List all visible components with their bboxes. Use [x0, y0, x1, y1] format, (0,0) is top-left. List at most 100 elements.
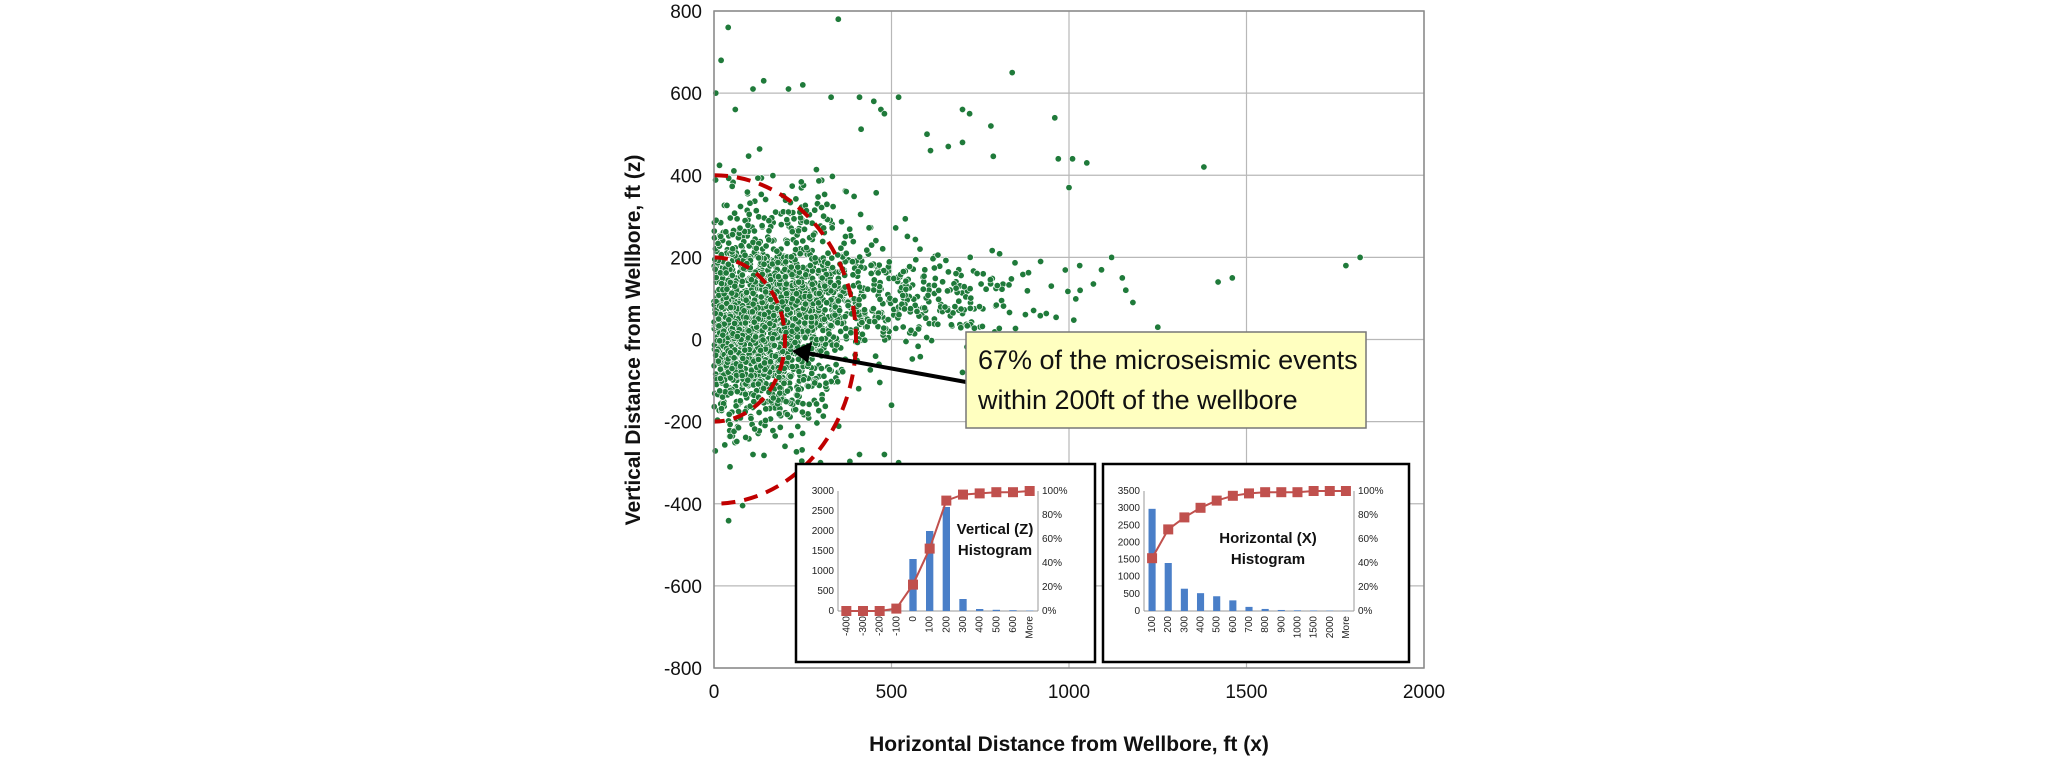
- data-point: [818, 204, 826, 212]
- inset-plot: 3500 3000 2500 2000 1500 1000 500 0 100% 80% 60% 40…: [1118, 486, 1384, 639]
- data-point: [729, 245, 737, 253]
- data-point: [807, 314, 815, 322]
- inset-title-line-1: Horizontal (X): [1219, 530, 1317, 547]
- inset-cumulative-marker: [1179, 512, 1190, 523]
- data-point: [818, 274, 826, 282]
- data-point: [782, 280, 790, 288]
- data-point: [770, 341, 778, 349]
- inset-right-tick: 0%: [1042, 606, 1057, 617]
- data-point: [741, 346, 749, 354]
- data-point: [724, 260, 732, 268]
- inset-category-label: 2000: [1325, 616, 1336, 639]
- data-point: [711, 447, 719, 455]
- data-point: [748, 308, 756, 316]
- data-point: [866, 366, 874, 374]
- data-point: [834, 15, 842, 23]
- data-point: [718, 303, 726, 311]
- data-point: [837, 327, 845, 335]
- x-tick-label: 0: [709, 682, 720, 703]
- data-point: [790, 215, 798, 223]
- data-point: [995, 324, 1003, 332]
- data-point: [719, 331, 727, 339]
- data-point: [966, 253, 974, 261]
- data-point: [963, 322, 971, 330]
- data-point: [957, 305, 965, 313]
- data-point: [1089, 280, 1097, 288]
- inset-cumulative-marker: [1244, 488, 1254, 499]
- data-point: [856, 253, 864, 261]
- inset-right-tick: 80%: [1358, 510, 1378, 521]
- data-point: [772, 208, 780, 216]
- data-point: [738, 372, 746, 380]
- data-point: [975, 303, 983, 311]
- inset-right-tick: 40%: [1042, 558, 1062, 569]
- data-point: [906, 263, 914, 271]
- data-point: [819, 238, 827, 246]
- data-point: [798, 408, 806, 416]
- data-point: [812, 400, 820, 408]
- y-tick-label: 800: [670, 2, 702, 23]
- data-point: [761, 416, 769, 424]
- data-point: [858, 330, 866, 338]
- reference-circle: [713, 173, 858, 506]
- data-point: [725, 517, 733, 525]
- data-point: [725, 410, 733, 418]
- data-point: [749, 85, 757, 93]
- data-point: [745, 152, 753, 160]
- y-tick-label: 600: [670, 84, 702, 105]
- y-tick-label: -600: [664, 577, 702, 598]
- data-point: [799, 237, 807, 245]
- data-point: [854, 268, 862, 276]
- data-point: [733, 437, 741, 445]
- data-point: [951, 303, 959, 311]
- inset-title-line-2: Histogram: [1231, 551, 1305, 568]
- data-point: [899, 268, 907, 276]
- data-point: [871, 318, 879, 326]
- inset-category-label: -300: [858, 616, 869, 636]
- data-point: [774, 273, 782, 281]
- data-point: [788, 363, 796, 371]
- data-point: [817, 347, 825, 355]
- inset-category-label: More: [1025, 616, 1036, 639]
- data-point: [761, 323, 769, 331]
- data-point: [895, 93, 903, 101]
- inset-cumulative-marker: [858, 606, 868, 616]
- data-point: [801, 300, 809, 308]
- data-point: [781, 442, 789, 450]
- inset-category-label: 900: [1276, 616, 1287, 633]
- data-point: [715, 315, 723, 323]
- data-point: [827, 93, 835, 101]
- data-point: [879, 245, 887, 253]
- inset-bar: [1229, 600, 1237, 611]
- data-point: [979, 270, 987, 278]
- annotation-arrowhead: [792, 342, 812, 363]
- inset-title-line-2: Histogram: [958, 542, 1032, 559]
- data-point: [870, 276, 878, 284]
- data-point: [812, 166, 820, 174]
- data-point: [987, 122, 995, 130]
- data-point: [788, 228, 796, 236]
- data-point: [745, 210, 753, 218]
- data-point: [820, 315, 828, 323]
- data-point: [808, 369, 816, 377]
- data-point: [861, 336, 869, 344]
- data-point: [783, 410, 791, 418]
- inset-vertical-histogram: 300025002000150010005000100%80%60%40%20%…: [794, 462, 1097, 664]
- data-point: [787, 263, 795, 271]
- data-point: [844, 302, 852, 310]
- inset-category-label: 1500: [1309, 616, 1320, 639]
- data-point: [771, 432, 779, 440]
- data-point: [822, 379, 830, 387]
- data-point: [829, 203, 837, 211]
- data-point: [749, 238, 757, 246]
- inset-category-label: 100: [1147, 616, 1158, 633]
- data-point: [783, 216, 791, 224]
- data-point: [998, 285, 1006, 293]
- annotation-box: [965, 331, 1367, 429]
- data-point: [736, 224, 744, 232]
- data-point: [797, 178, 805, 186]
- data-point: [716, 365, 724, 373]
- data-point: [736, 362, 744, 370]
- data-point: [792, 195, 800, 203]
- data-point: [818, 335, 826, 343]
